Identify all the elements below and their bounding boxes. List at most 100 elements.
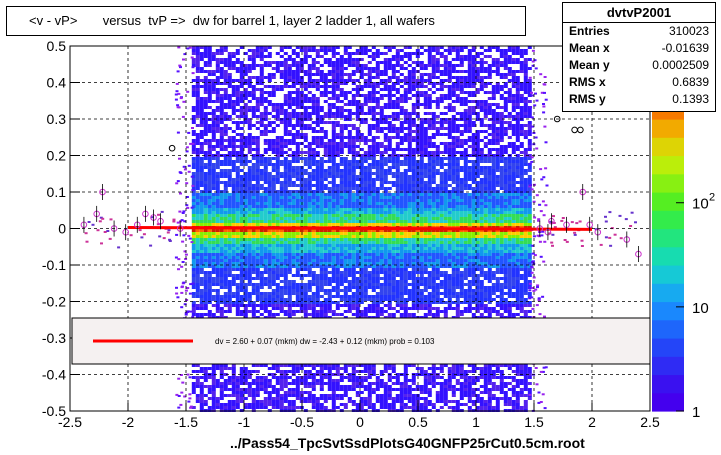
heatmap-cell	[391, 214, 396, 217]
heatmap-cell	[207, 301, 212, 304]
heatmap-cell	[243, 289, 248, 292]
heatmap-cell	[391, 397, 396, 400]
heatmap-cell	[239, 217, 244, 220]
heatmap-cell	[303, 169, 308, 172]
heatmap-cell	[375, 238, 380, 241]
heatmap-cell	[235, 154, 240, 157]
heatmap-cell	[247, 160, 252, 163]
heatmap-cell	[379, 79, 384, 82]
heatmap-cell	[371, 160, 376, 163]
heatmap-cell	[239, 253, 244, 256]
heatmap-cell	[327, 220, 332, 223]
heatmap-cell	[191, 196, 196, 199]
heatmap-cell	[271, 85, 276, 88]
heatmap-cell	[347, 139, 352, 142]
heatmap-cell	[255, 259, 260, 262]
heatmap-cell	[319, 223, 324, 226]
heatmap-cell	[219, 277, 224, 280]
heatmap-cell	[367, 208, 372, 211]
heatmap-cell	[219, 52, 224, 55]
heatmap-cell	[307, 100, 312, 103]
heatmap-cell	[303, 118, 308, 121]
heatmap-cell	[355, 403, 360, 406]
heatmap-cell	[299, 175, 304, 178]
heatmap-cell	[335, 289, 340, 292]
heatmap-cell	[323, 202, 328, 205]
heatmap-cell	[231, 193, 236, 196]
heatmap-cell	[331, 244, 336, 247]
heatmap-cell	[371, 94, 376, 97]
heatmap-cell	[215, 184, 220, 187]
heatmap-cell	[387, 289, 392, 292]
heatmap-cell	[243, 310, 248, 313]
heatmap-cell	[395, 202, 400, 205]
heatmap-cell	[239, 199, 244, 202]
heatmap-cell	[295, 235, 300, 238]
heatmap-cell	[191, 121, 196, 124]
heatmap-cell	[315, 100, 320, 103]
heatmap-cell	[239, 250, 244, 253]
heatmap-cell	[399, 97, 404, 100]
heatmap-cell	[243, 265, 248, 268]
heatmap-cell	[315, 217, 320, 220]
heatmap-cell	[367, 91, 372, 94]
heatmap-cell	[199, 181, 204, 184]
heatmap-cell	[255, 157, 260, 160]
heatmap-cell	[395, 103, 400, 106]
heatmap-cell	[287, 166, 292, 169]
heatmap-cell	[247, 304, 252, 307]
heatmap-cell	[255, 88, 260, 91]
heatmap-cell	[239, 289, 244, 292]
heatmap-cell	[279, 136, 284, 139]
heatmap-cell	[251, 250, 256, 253]
heatmap-cell	[395, 100, 400, 103]
heatmap-cell	[327, 145, 332, 148]
heatmap-cell	[387, 157, 392, 160]
heatmap-cell	[287, 73, 292, 76]
heatmap-cell	[219, 127, 224, 130]
heatmap-cell	[355, 166, 360, 169]
heatmap-cell	[271, 289, 276, 292]
heatmap-cell	[379, 241, 384, 244]
heatmap-cell	[239, 241, 244, 244]
heatmap-cell	[315, 292, 320, 295]
heatmap-cell	[383, 364, 388, 367]
heatmap-cell	[231, 403, 236, 406]
heatmap-cell	[267, 139, 272, 142]
heatmap-cell	[287, 310, 292, 313]
heatmap-cell	[331, 127, 336, 130]
heatmap-cell	[211, 208, 216, 211]
heatmap-cell	[255, 205, 260, 208]
heatmap-cell	[287, 148, 292, 151]
heatmap-cell	[243, 82, 248, 85]
heatmap-cell	[323, 268, 328, 271]
heatmap-cell	[395, 169, 400, 172]
heatmap-cell	[295, 82, 300, 85]
heatmap-cell	[279, 307, 284, 310]
heatmap-cell	[263, 112, 268, 115]
heatmap-cell	[391, 73, 396, 76]
heatmap-cell	[271, 106, 276, 109]
heatmap-cell	[387, 391, 392, 394]
heatmap-cell	[283, 73, 288, 76]
heatmap-cell	[355, 247, 360, 250]
heatmap-cell	[307, 154, 312, 157]
heatmap-cell	[195, 115, 200, 118]
heatmap-cell	[347, 145, 352, 148]
heatmap-cell	[215, 265, 220, 268]
heatmap-cell	[291, 181, 296, 184]
heatmap-cell	[347, 103, 352, 106]
heatmap-cell	[211, 223, 216, 226]
heatmap-cell	[327, 148, 332, 151]
heatmap-cell	[259, 406, 264, 409]
heatmap-cell	[367, 211, 372, 214]
heatmap-cell	[199, 190, 204, 193]
heatmap-cell	[371, 271, 376, 274]
heatmap-cell	[199, 385, 204, 388]
heatmap-cell	[223, 187, 228, 190]
heatmap-cell	[287, 133, 292, 136]
heatmap-cell	[259, 403, 264, 406]
heatmap-cell	[255, 274, 260, 277]
heatmap-cell	[255, 268, 260, 271]
heatmap-cell	[279, 184, 284, 187]
